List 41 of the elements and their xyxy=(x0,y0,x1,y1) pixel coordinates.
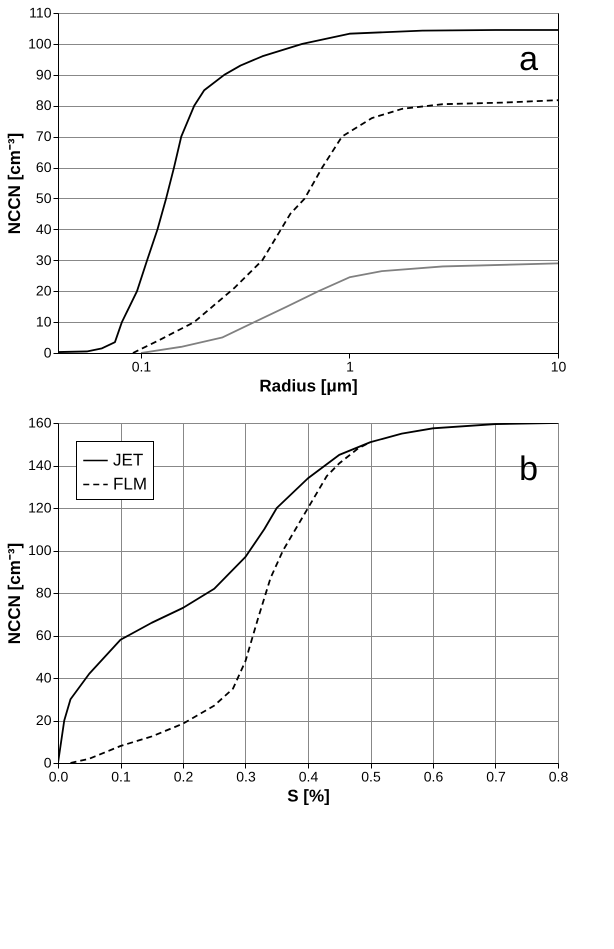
y-tick-label: 70 xyxy=(36,128,52,144)
x-axis-title: Radius [μm] xyxy=(259,376,358,396)
y-tick-label: 110 xyxy=(29,4,52,20)
y-tick-label: 10 xyxy=(36,314,52,330)
y-tick-label: 20 xyxy=(36,282,52,299)
y-tick-label: 100 xyxy=(28,35,52,52)
y-tick-label: 60 xyxy=(36,159,52,176)
x-tick-label: 0.0 xyxy=(48,768,68,784)
x-axis-title: S [%] xyxy=(287,786,330,806)
y-tick-label: 0 xyxy=(44,344,52,360)
y-tick-label: 100 xyxy=(28,542,52,558)
y-tick-label: 20 xyxy=(36,712,52,728)
x-tick-label: 0.8 xyxy=(548,768,568,784)
y-tick-label: 80 xyxy=(36,97,52,114)
x-tick-label: 0.2 xyxy=(174,768,194,784)
y-tick-label: 160 xyxy=(28,414,52,430)
annotation: b xyxy=(519,450,538,488)
y-tick-label: 120 xyxy=(28,500,52,516)
y-tick-label: 140 xyxy=(28,457,52,473)
y-tick-label: 50 xyxy=(36,190,52,206)
x-tick-label: 10 xyxy=(550,358,566,374)
y-tick-label: 0 xyxy=(44,754,52,770)
y-axis-title: NCCN [cm⁻³] xyxy=(5,542,24,644)
x-tick-label: 0.7 xyxy=(486,768,506,784)
y-tick-label: 40 xyxy=(36,670,52,686)
y-axis-title: NCCN [cm⁻³] xyxy=(5,132,24,234)
y-tick-label: 40 xyxy=(36,220,52,237)
y-tick-label: 60 xyxy=(36,627,52,643)
x-tick-label: 0.6 xyxy=(424,768,444,784)
y-tick-label: 90 xyxy=(36,66,52,82)
legend-label: FLM xyxy=(113,474,147,494)
annotation: a xyxy=(519,40,538,78)
x-tick-label: 0.1 xyxy=(111,768,131,784)
x-tick-label: 0.1 xyxy=(132,358,152,374)
x-tick-label: 0.3 xyxy=(236,768,256,784)
x-tick-label: 0.4 xyxy=(298,768,318,784)
legend-label: JET xyxy=(113,450,144,470)
y-tick-label: 30 xyxy=(36,252,52,268)
x-tick-label: 1 xyxy=(346,358,354,374)
y-tick-label: 80 xyxy=(36,584,52,600)
x-tick-label: 0.5 xyxy=(361,768,381,784)
